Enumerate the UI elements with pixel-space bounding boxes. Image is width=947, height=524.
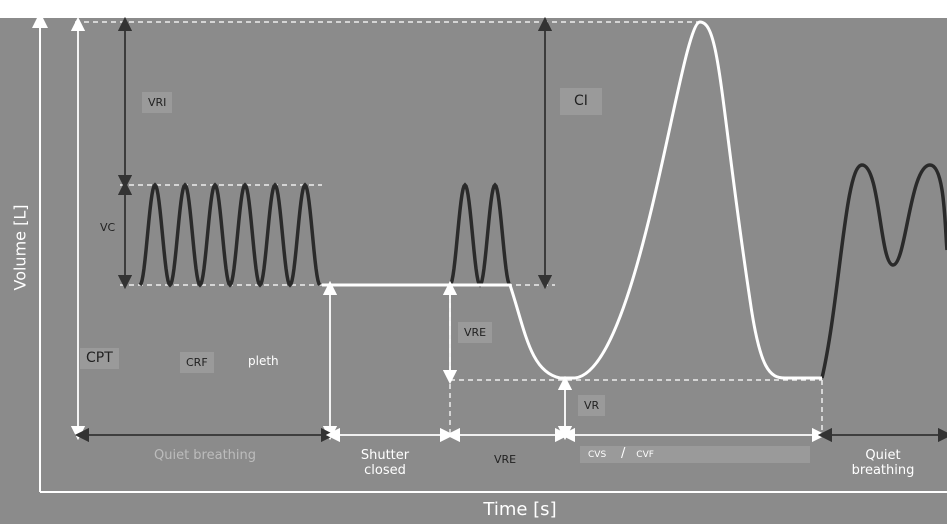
vri-label: VRI — [142, 92, 173, 113]
phase-label: / — [621, 446, 626, 461]
crf-label: CRF — [180, 352, 214, 373]
measure-arrows — [70, 16, 947, 443]
phase-label: CVF — [636, 450, 654, 460]
vre-label: VRE — [458, 322, 493, 343]
x-axis-label: Time [s] — [483, 499, 557, 520]
pleth-label: pleth — [248, 354, 279, 368]
phase-label: Shutter closed — [360, 448, 410, 478]
recovery-breathing-curve — [820, 163, 947, 379]
cpt-label: CPT — [80, 348, 119, 369]
phase-label: Quiet breathing — [851, 448, 915, 478]
y-axis-label: Volume [L] — [10, 204, 30, 291]
phase-label: VRE — [493, 453, 517, 466]
axes — [32, 12, 947, 493]
vr-label: VR — [578, 395, 606, 416]
vc-label: VC — [100, 221, 116, 234]
ci-label: CI — [560, 88, 602, 115]
quiet-breathing-curve — [138, 182, 322, 288]
phase-label: CVS — [588, 450, 607, 460]
phase-label: Quiet breathing — [153, 448, 257, 463]
phase-label-group: CVS / CVF — [580, 446, 810, 463]
forced-maneuver-curve — [322, 20, 822, 380]
